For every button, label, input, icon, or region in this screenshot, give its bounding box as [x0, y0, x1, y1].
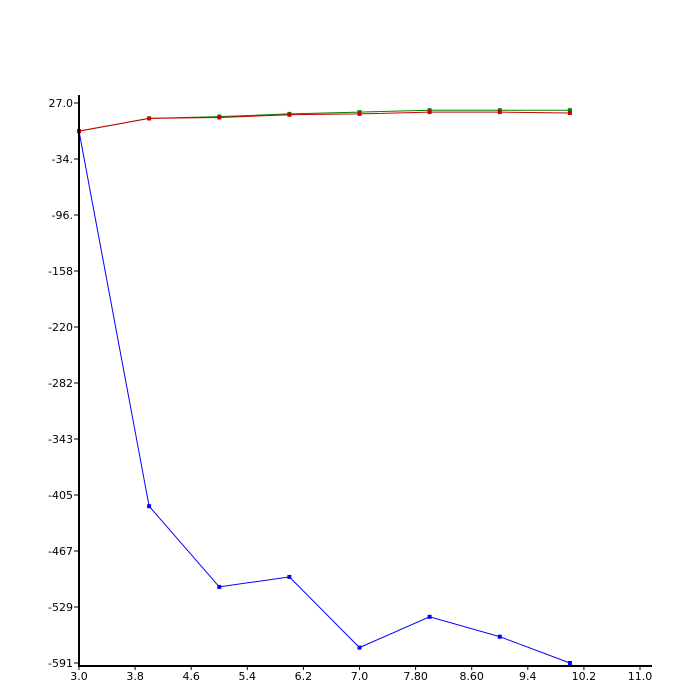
y-tick-label: -343 — [48, 433, 73, 446]
data-point — [567, 108, 572, 113]
series-line — [78, 131, 571, 664]
x-tick-label: 10.2 — [572, 670, 597, 683]
data-point — [217, 115, 222, 120]
series-line — [78, 111, 570, 132]
data-point — [287, 574, 292, 579]
data-point — [497, 634, 502, 639]
data-point — [357, 645, 362, 650]
x-tick-label: 6.2 — [295, 670, 313, 683]
series-layer — [77, 108, 572, 665]
x-tick-label: 4.6 — [182, 670, 200, 683]
data-point — [217, 584, 222, 589]
y-tick-label: -405 — [48, 489, 73, 502]
x-tick-label: 8.60 — [459, 670, 484, 683]
y-tick-label: -34. — [52, 153, 73, 166]
data-point — [497, 110, 502, 115]
x-tick-label: 11.0 — [628, 670, 653, 683]
y-tick-label: -467 — [48, 545, 73, 558]
axes — [78, 95, 652, 667]
y-tick-label: -529 — [48, 601, 73, 614]
x-tick-label: 7.80 — [403, 670, 428, 683]
x-tick-label: 3.0 — [70, 670, 88, 683]
x-tick-label: 5.4 — [239, 670, 257, 683]
data-point — [147, 116, 152, 121]
data-point — [427, 110, 432, 115]
series-line — [78, 109, 570, 132]
x-tick-label: 7.0 — [351, 670, 369, 683]
data-point — [357, 111, 362, 116]
x-tick-label: 9.4 — [519, 670, 537, 683]
y-tick-label: -96. — [52, 209, 73, 222]
data-point — [287, 112, 292, 117]
data-point — [567, 661, 572, 665]
series-2 — [77, 110, 572, 134]
ticks: 3.0 3.8 4.6 5.4 6.2 7.0 7.80 8.60 9.4 10.2 11.0 27.… — [48, 97, 652, 683]
y-tick-label: -220 — [48, 321, 73, 334]
y-tick-label: -158 — [48, 265, 73, 278]
data-point — [567, 111, 572, 115]
data-point — [147, 504, 152, 509]
data-point — [427, 614, 432, 619]
series-0 — [77, 129, 572, 665]
x-tick-label: 3.8 — [126, 670, 144, 683]
y-tick-label: -591 — [48, 657, 73, 670]
y-tick-label: 27.0 — [49, 97, 74, 110]
y-tick-label: -282 — [48, 377, 73, 390]
